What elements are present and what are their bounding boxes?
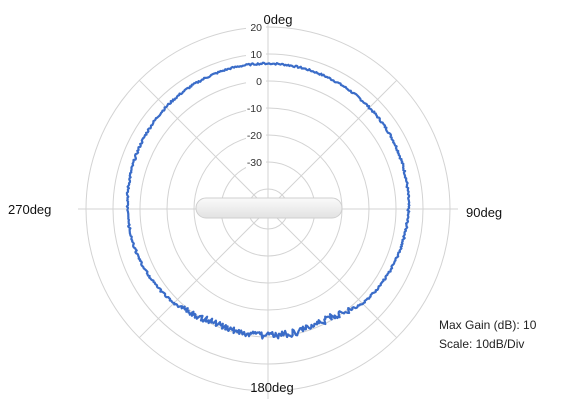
grid-spoke: [138, 79, 269, 210]
pattern-series: [125, 61, 411, 340]
polar-grid: [78, 19, 458, 399]
angle-labels: 0deg 90deg 180deg 270deg: [8, 12, 502, 395]
tick-label-bg: [246, 20, 266, 33]
tick-label-bg: [246, 155, 266, 168]
tick-label-bg: [246, 101, 266, 114]
angle-label-270: 270deg: [8, 202, 51, 217]
grid-spoke: [267, 79, 398, 210]
radial-tick-label: -30: [247, 157, 262, 169]
grid-spoke: [138, 208, 269, 339]
radial-tick-label: 10: [250, 49, 262, 61]
tick-label-bg: [246, 47, 266, 60]
radial-tick-label: -10: [247, 103, 262, 115]
radial-tick-label: -20: [247, 130, 262, 142]
radial-tick-label: 0: [256, 76, 262, 88]
radial-tick-labels: 20 10 0 -10 -20 -30: [246, 20, 266, 169]
angle-label-180: 180deg: [250, 380, 293, 395]
pattern-line: [125, 61, 411, 340]
radial-tick-label: 20: [250, 22, 262, 34]
grid-spoke: [267, 208, 398, 339]
angle-label-0: 0deg: [264, 12, 293, 27]
device-body: [195, 197, 343, 219]
device-silhouette: [195, 197, 343, 219]
angle-label-90: 90deg: [466, 205, 502, 220]
scale-annotation: Scale: 10dB/Div: [439, 337, 525, 351]
tick-label-bg: [246, 128, 266, 141]
max-gain-annotation: Max Gain (dB): 10: [439, 318, 537, 332]
tick-label-bg: [246, 74, 266, 87]
